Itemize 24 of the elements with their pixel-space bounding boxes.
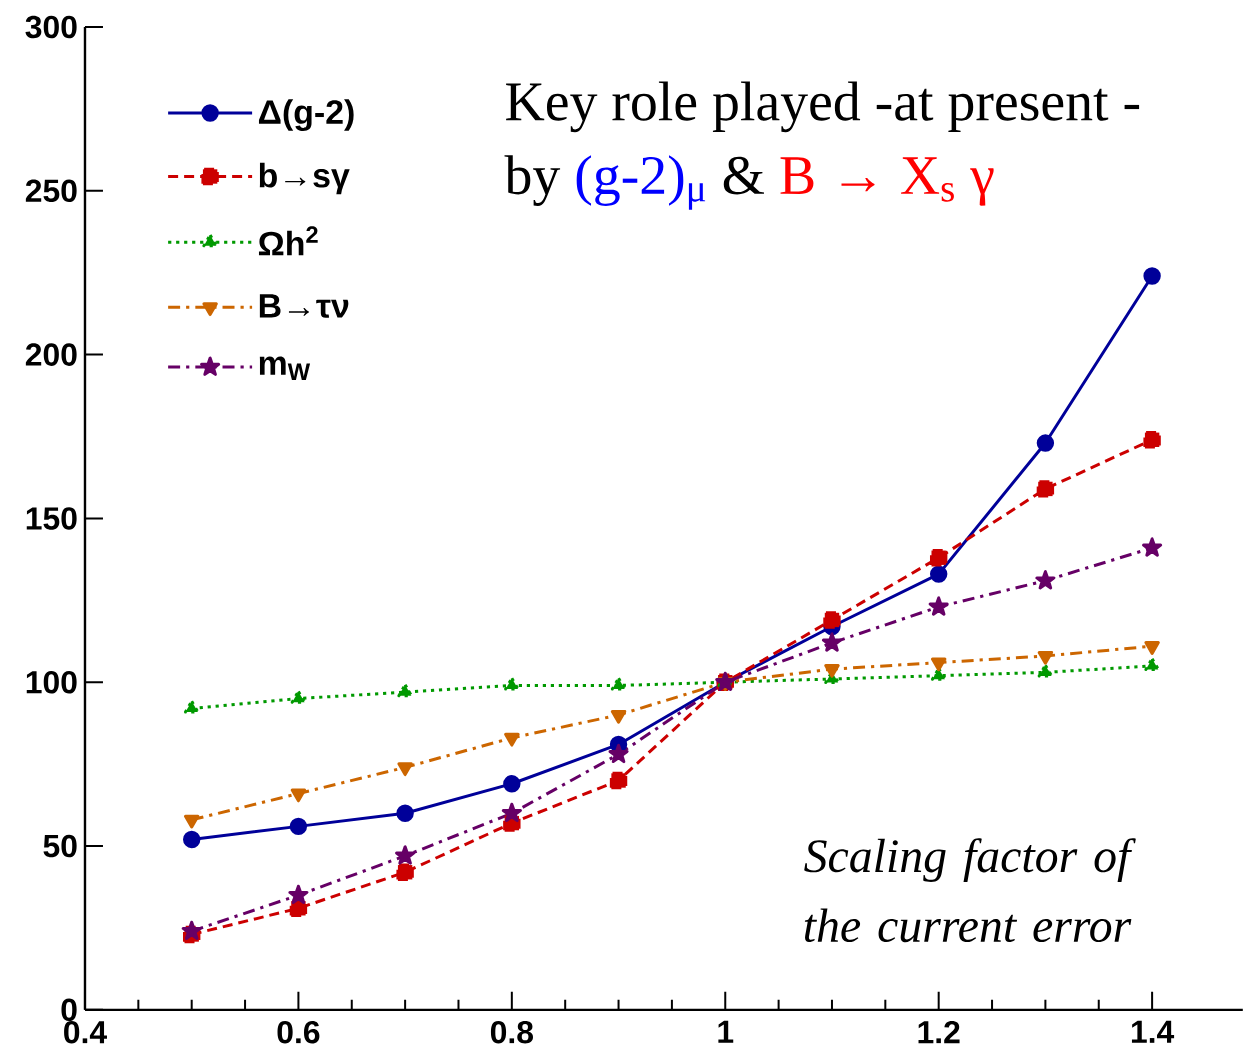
- y-tick-label: 150: [26, 507, 77, 530]
- x-tick-label: 0.8: [490, 1020, 534, 1044]
- y-tick-label: 300: [25, 15, 77, 39]
- y-tick-label: 250: [25, 179, 77, 203]
- y-tick-label: 0: [61, 998, 77, 1022]
- y-tick-label: 100: [26, 671, 77, 694]
- x-tick-label: 0.6: [277, 1020, 320, 1044]
- y-tick-label: 200: [25, 343, 77, 366]
- y-tick-label: 50: [43, 834, 77, 858]
- annotation: B → X$_{s}$ γ: [780, 157, 994, 206]
- x-tick-label: 1: [718, 1020, 734, 1043]
- annotation: (g-2)$_{μ}$: [576, 155, 706, 210]
- x-tick-label: 1.2: [918, 1020, 960, 1044]
- annotation: &: [723, 156, 764, 195]
- legend-label: m$_{W}$: [259, 356, 311, 380]
- legend-label: b→sγ: [259, 162, 350, 195]
- annotation: by: [504, 155, 561, 206]
- legend-label: Δ(g-2): [258, 99, 354, 132]
- legend-label: Ωh$^{2}$: [258, 226, 318, 256]
- x-tick-label: 0.4: [64, 1020, 107, 1044]
- x-axis-title: Scaling factor of the current error: [804, 838, 1136, 943]
- legend-label: B→τν: [259, 294, 349, 318]
- x-tick-label: 1.4: [1131, 1020, 1175, 1043]
- annotation: Key role played -at present -: [506, 81, 1140, 133]
